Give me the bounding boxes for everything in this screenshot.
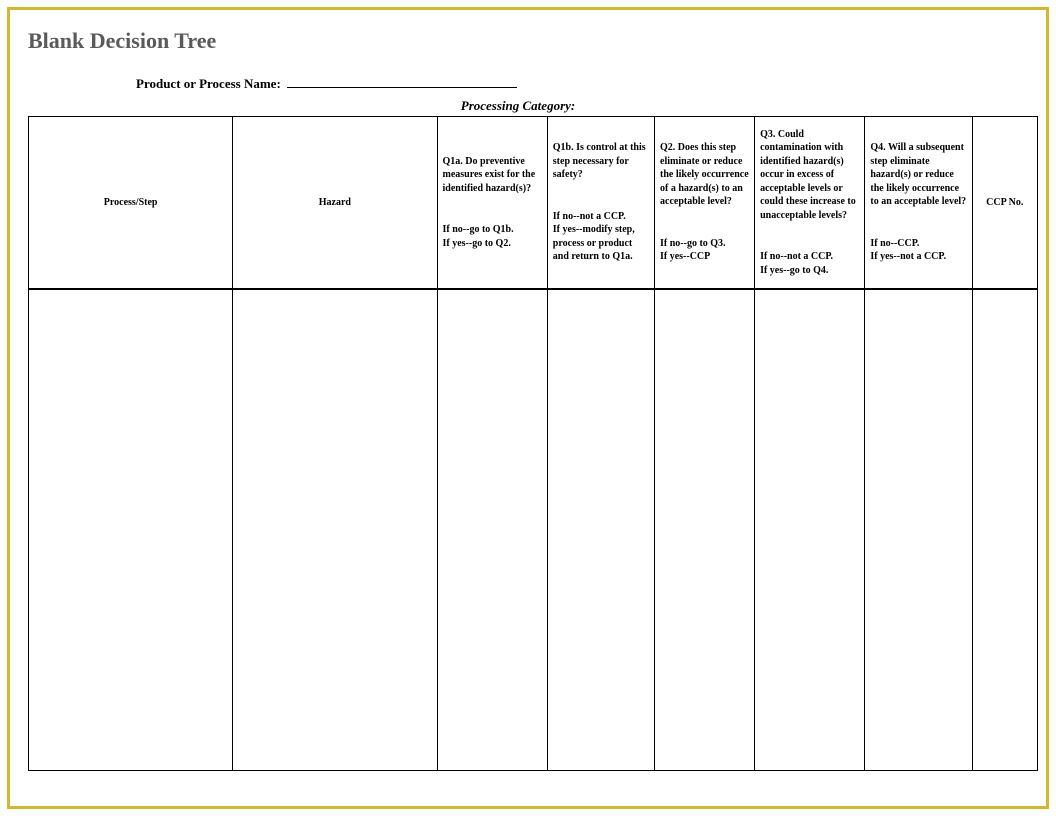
q1b-question: Q1b. Is control at this step necessary f… xyxy=(553,141,649,182)
col-hazard: Hazard xyxy=(233,117,437,289)
processing-category-label: Processing Category: xyxy=(0,98,1038,114)
q2-follow: If no--go to Q3.If yes--CCP xyxy=(660,237,749,264)
q3-question: Q3. Could contamination with identified … xyxy=(760,128,859,223)
q2-question: Q2. Does this step eliminate or reduce t… xyxy=(660,141,749,209)
cell-process-step[interactable] xyxy=(29,289,233,771)
table-row xyxy=(29,289,1038,771)
col-q1b: Q1b. Is control at this step necessary f… xyxy=(547,117,654,289)
cell-q4[interactable] xyxy=(865,289,972,771)
cell-q2[interactable] xyxy=(655,289,755,771)
q3-follow: If no--not a CCP.If yes--go to Q4. xyxy=(760,250,859,277)
col-q1a: Q1a. Do preventive measures exist for th… xyxy=(437,117,547,289)
col-ccp-no: CCP No. xyxy=(972,117,1037,289)
q1b-follow: If no--not a CCP.If yes--modify step, pr… xyxy=(553,210,649,264)
product-name-row: Product or Process Name: xyxy=(136,74,1038,92)
product-name-label: Product or Process Name: xyxy=(136,76,281,92)
q1a-follow: If no--go to Q1b.If yes--go to Q2. xyxy=(443,223,542,250)
cell-q1b[interactable] xyxy=(547,289,654,771)
col-process-step: Process/Step xyxy=(29,117,233,289)
decision-tree-table: Process/Step Hazard Q1a. Do preventive m… xyxy=(28,116,1038,771)
col-q2: Q2. Does this step eliminate or reduce t… xyxy=(655,117,755,289)
cell-q1a[interactable] xyxy=(437,289,547,771)
page-title: Blank Decision Tree xyxy=(28,28,1038,54)
col-q3: Q3. Could contamination with identified … xyxy=(755,117,865,289)
document-frame: Blank Decision Tree Product or Process N… xyxy=(7,7,1049,809)
q4-follow: If no--CCP.If yes--not a CCP. xyxy=(870,237,966,264)
q1a-question: Q1a. Do preventive measures exist for th… xyxy=(443,155,542,196)
q4-question: Q4. Will a subsequent step eliminate haz… xyxy=(870,141,966,209)
cell-q3[interactable] xyxy=(755,289,865,771)
cell-ccp-no[interactable] xyxy=(972,289,1037,771)
product-name-input-line[interactable] xyxy=(287,74,517,88)
table-header-row: Process/Step Hazard Q1a. Do preventive m… xyxy=(29,117,1038,289)
col-q4: Q4. Will a subsequent step eliminate haz… xyxy=(865,117,972,289)
cell-hazard[interactable] xyxy=(233,289,437,771)
